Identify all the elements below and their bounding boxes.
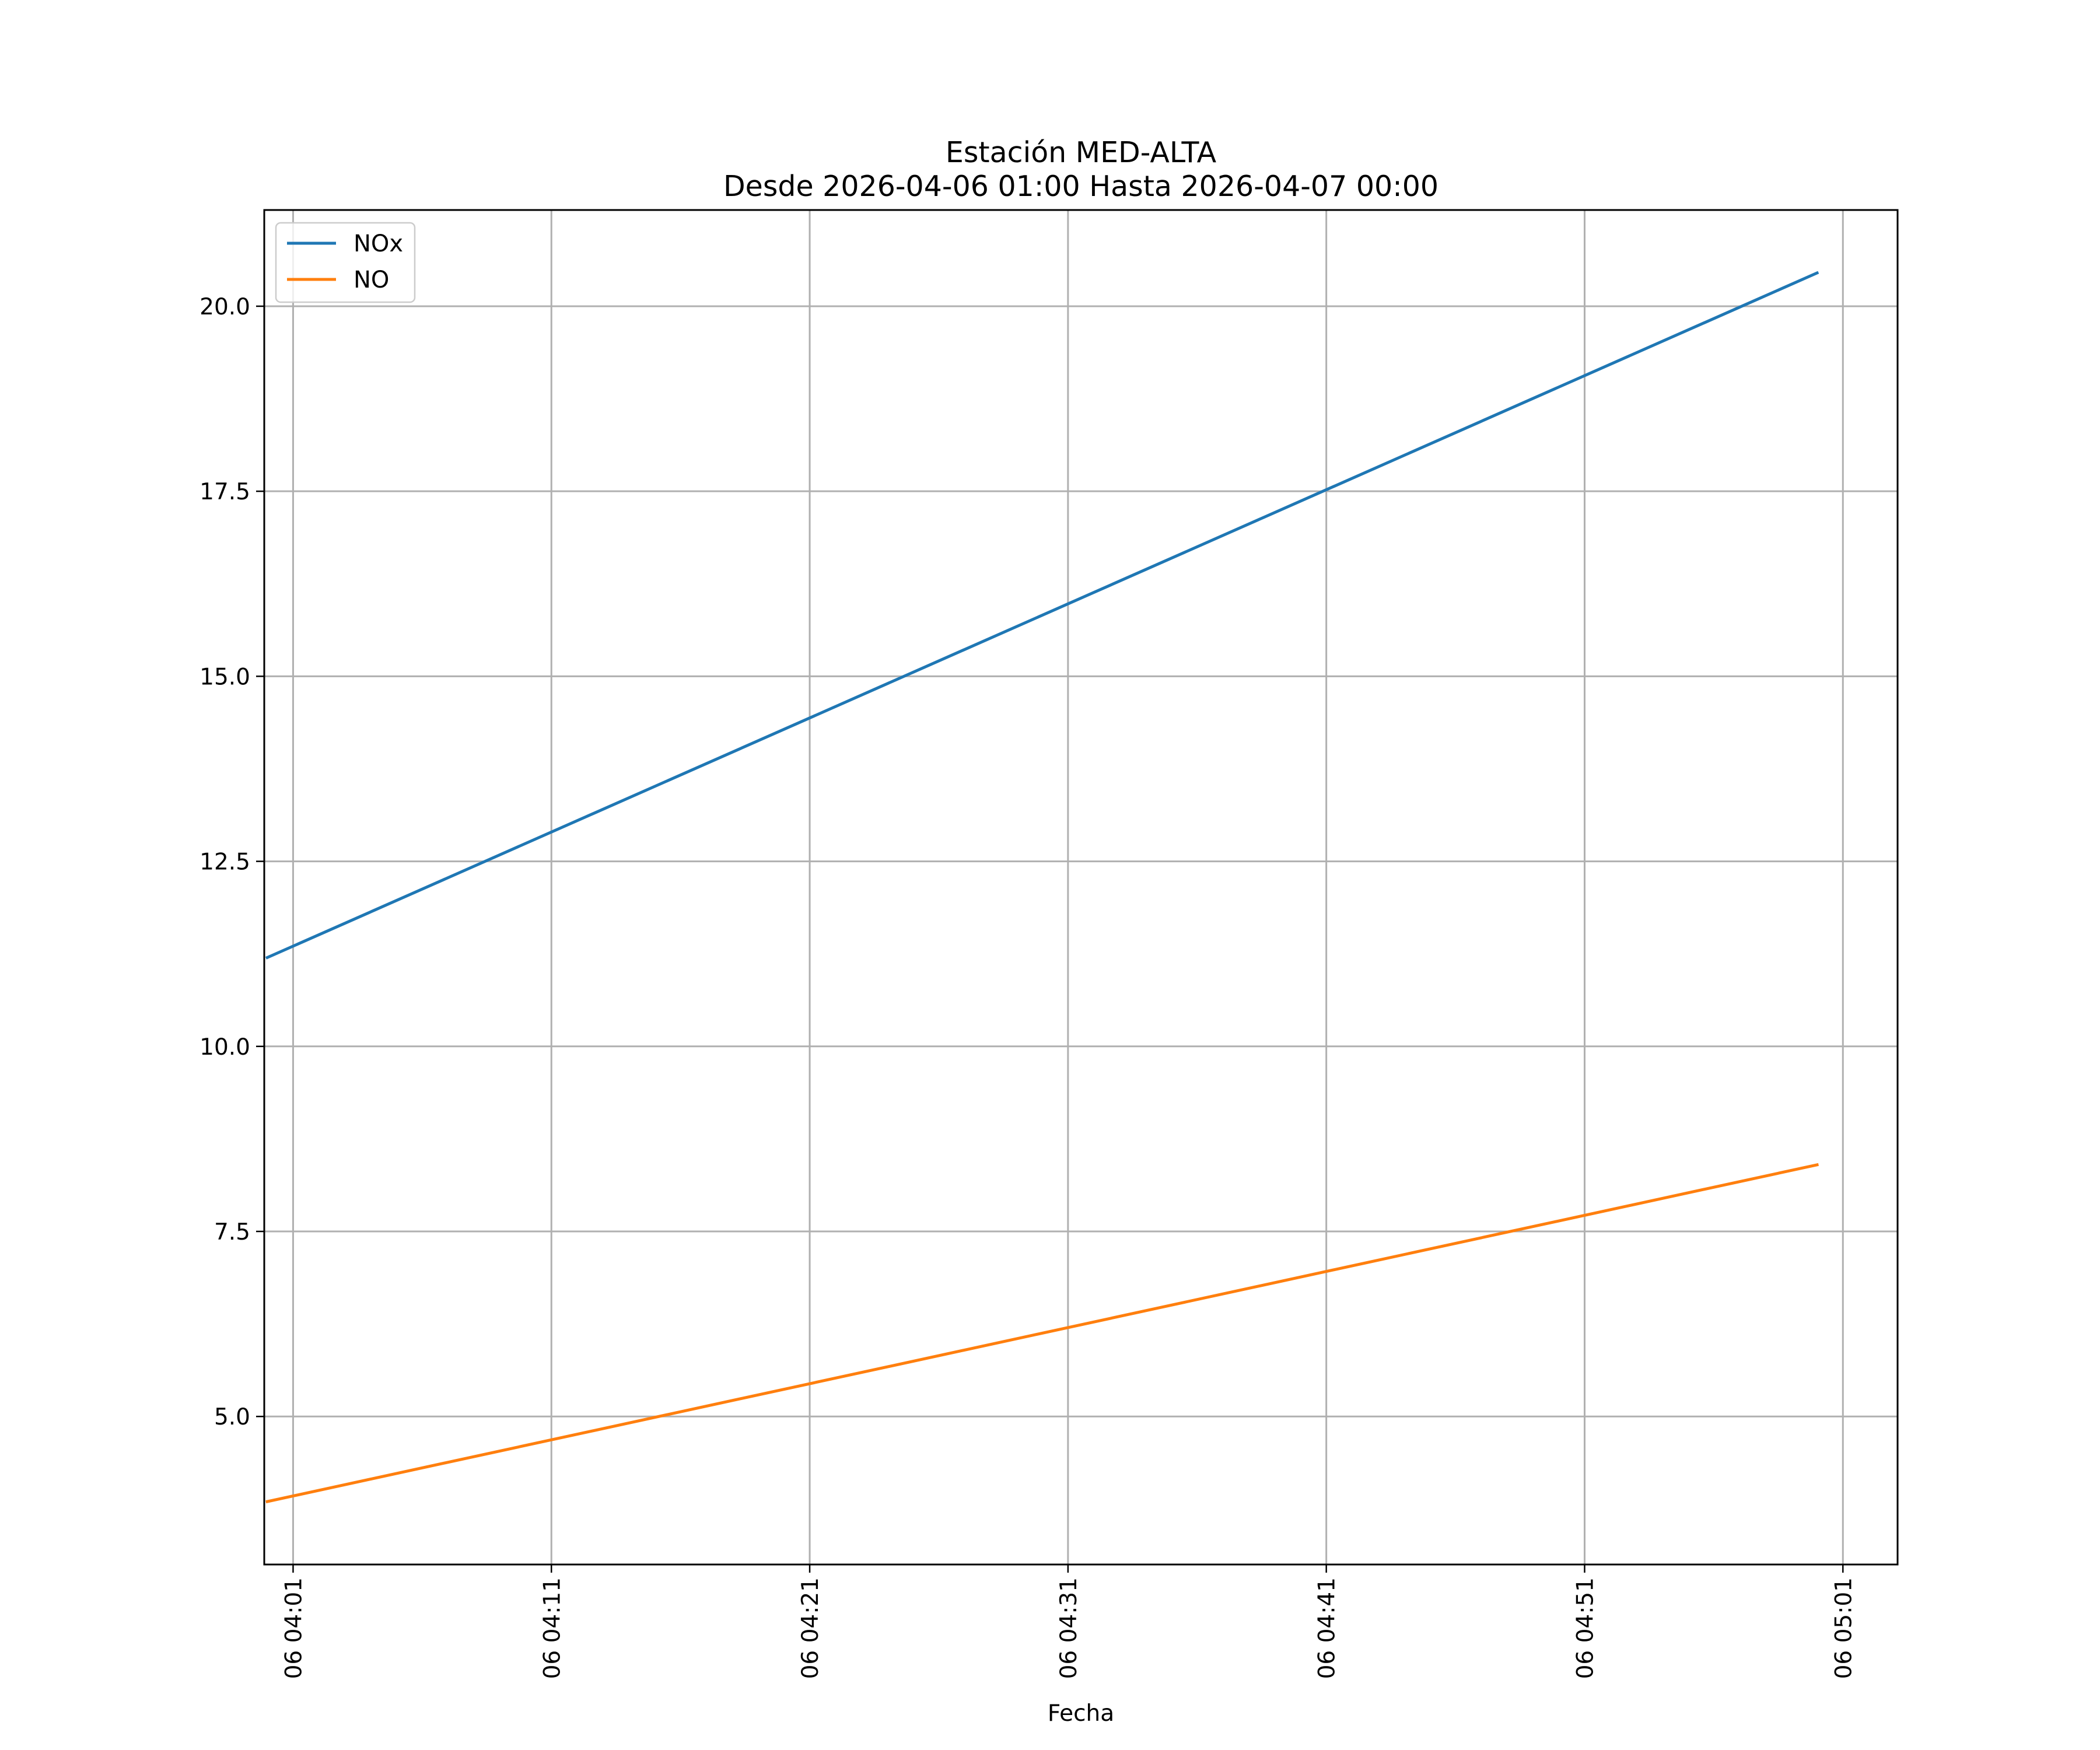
- tick-layer: 06 04:01 06 04:11 06 04:21 06 04:31 06 04:41…: [200, 294, 1857, 1679]
- x-tick-label: 06 04:31: [1056, 1577, 1082, 1679]
- y-tick-label: 5.0: [214, 1404, 250, 1430]
- x-tick-label: 06 04:01: [281, 1577, 307, 1679]
- y-tick-label: 12.5: [200, 849, 250, 876]
- chart-subtitle: Desde 2026-04-06 01:00 Hasta 2026-04-07 …: [723, 170, 1438, 203]
- y-tick-label: 17.5: [200, 479, 250, 505]
- x-tick-label: 06 04:51: [1572, 1577, 1598, 1679]
- chart-title: Estación MED-ALTA: [946, 136, 1217, 169]
- legend-label-no: NO: [354, 267, 389, 293]
- series-line-nox: [265, 271, 1819, 960]
- y-tick-label: 10.0: [200, 1034, 250, 1060]
- y-tick-label: 15.0: [200, 664, 250, 690]
- x-tick-label: 06 04:41: [1314, 1577, 1340, 1679]
- legend: NOx NO: [275, 222, 416, 303]
- y-tick-label: 20.0: [200, 294, 250, 320]
- x-axis-label: Fecha: [1048, 1700, 1114, 1727]
- y-tick-label: 7.5: [214, 1219, 250, 1245]
- x-tick-label: 06 05:01: [1831, 1577, 1857, 1679]
- plot-frame: [263, 209, 1899, 1566]
- series-line-no: [265, 1163, 1819, 1504]
- x-tick-label: 06 04:11: [539, 1577, 565, 1679]
- series-layer: [265, 271, 1819, 1504]
- legend-label-nox: NOx: [354, 230, 403, 257]
- x-tick-label: 06 04:21: [797, 1577, 824, 1679]
- grid-layer: [264, 210, 1898, 1564]
